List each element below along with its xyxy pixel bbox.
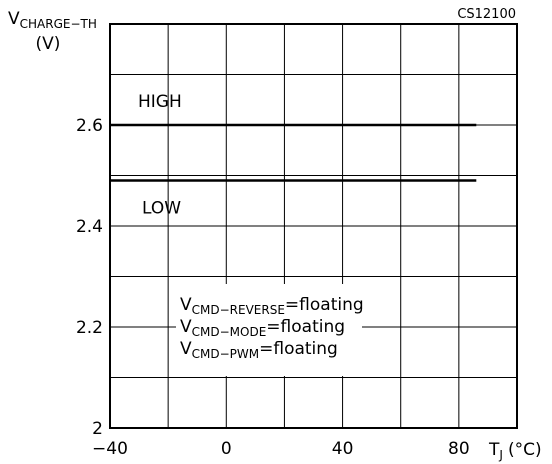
series-label-low: LOW [142,199,181,219]
annotation-line: VCMD−REVERSE=floating [180,295,364,317]
y-axis-unit: (V) [36,34,61,54]
annotation-text: VCMD−REVERSE=floatingVCMD−MODE=floatingV… [180,295,364,361]
annotation-line: VCMD−PWM=floating [180,339,338,361]
y-axis-title-sub: CHARGE−TH [20,17,97,31]
x-tick-label: 40 [332,439,354,459]
plot-frame [109,23,518,429]
annotation-line: VCMD−MODE=floating [180,317,345,339]
annotation-box [176,284,362,376]
tick-labels: −40 0 40 80 2 2.2 2.4 2.6 [76,116,470,459]
figure-ref: CS12100 [457,7,516,22]
x-axis-title-unit: (°C) [508,440,542,460]
series-layer: HIGH LOW [110,92,477,219]
x-axis-title-sub: J [498,448,503,462]
y-tick-label: 2 [92,419,103,439]
series-label-high: HIGH [138,92,182,112]
x-tick-label: −40 [92,439,128,459]
y-axis-title-main: V [8,9,20,29]
y-tick-label: 2.6 [76,116,103,136]
x-tick-label: 0 [221,439,232,459]
x-axis-title: TJ (°C) [488,440,542,462]
y-axis-title: VCHARGE−TH [8,9,97,31]
y-tick-label: 2.4 [76,217,103,237]
x-axis-title-main: T [488,440,500,460]
y-tick-label: 2.2 [76,318,103,338]
x-tick-label: 80 [448,439,470,459]
